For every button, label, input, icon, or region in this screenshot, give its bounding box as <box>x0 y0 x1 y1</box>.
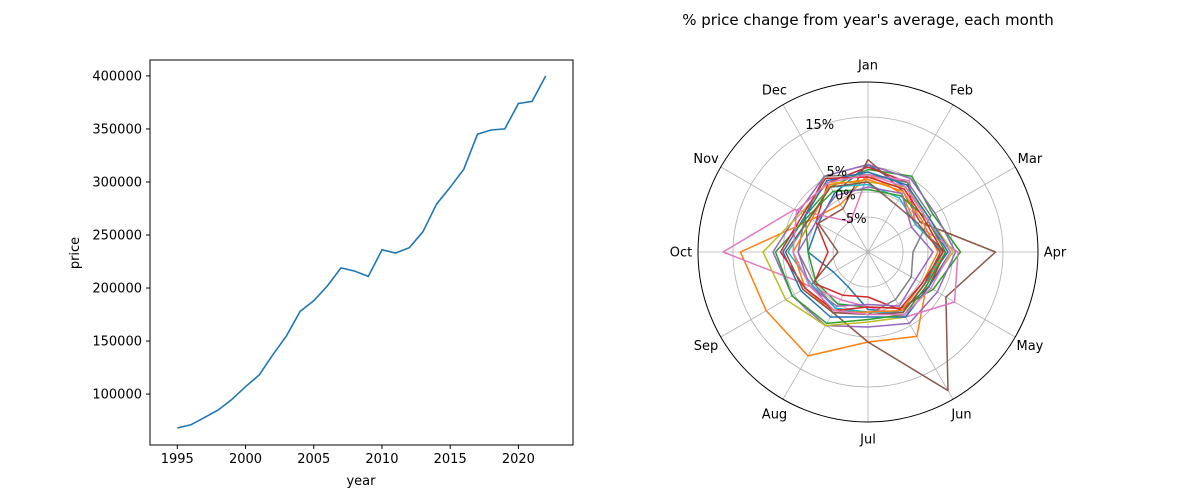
radar-category-label: Jun <box>950 407 971 422</box>
radar-radial-ticks: -5% 0% 5% 15% <box>805 118 866 227</box>
radar-category-label: Jan <box>857 59 878 74</box>
radar-series-line <box>772 163 957 328</box>
radar-category-label: Apr <box>1044 246 1067 261</box>
radar-series-line <box>792 173 952 316</box>
x-tick-label: 2015 <box>434 452 467 467</box>
line-plot-area <box>177 75 547 429</box>
radar-series-line <box>792 178 939 314</box>
y-tick-label: 300000 <box>92 175 142 190</box>
radar-chart-title: % price change from year's average, each… <box>682 11 1054 29</box>
y-tick-label: 150000 <box>92 335 142 350</box>
radar-category-label: Dec <box>762 84 787 99</box>
radar-series-line <box>779 176 944 312</box>
x-tick-label: 2000 <box>229 452 262 467</box>
radar-category-label: Nov <box>693 152 719 167</box>
radar-category-label: Mar <box>1018 152 1043 167</box>
radar-outer-frame <box>697 81 1039 423</box>
radar-series-line <box>797 186 934 307</box>
radar-ring <box>732 116 1004 388</box>
x-tick-label: 2010 <box>365 452 398 467</box>
radar-category-label: Feb <box>950 84 973 99</box>
radar-category-labels: Jan Feb Mar Apr May Jun Jul Aug Sep Oct Nov Dec <box>670 59 1067 448</box>
price-line <box>177 75 547 429</box>
radar-ring <box>832 216 904 288</box>
x-tick-label: 1995 <box>161 452 194 467</box>
line-y-ticks: 100000 150000 200000 250000 300000 350000 4000… <box>92 69 150 403</box>
radar-category-label: May <box>1017 339 1044 354</box>
radar-series <box>722 158 997 392</box>
line-chart: 1995 2000 2005 2010 2015 2020 100000 150000 200… <box>68 59 574 489</box>
y-tick-label: 200000 <box>92 282 142 297</box>
radar-category-label: Sep <box>694 339 719 354</box>
line-axes-frame <box>149 59 574 446</box>
y-tick-label: 100000 <box>92 388 142 403</box>
x-tick-label: 2020 <box>502 452 535 467</box>
y-tick-label: 350000 <box>92 122 142 137</box>
radar-chart: % price change from year's average, each… <box>670 11 1067 448</box>
y-tick-label: 400000 <box>92 69 142 84</box>
radar-series-line <box>810 158 997 392</box>
line-y-axis-label: price <box>68 237 83 269</box>
radar-r-tick-label: 5% <box>827 165 848 180</box>
radar-category-label: Aug <box>762 407 787 422</box>
radar-category-label: Oct <box>670 246 692 261</box>
radar-r-tick-label: 15% <box>805 118 834 133</box>
radar-grid <box>697 81 1039 423</box>
y-tick-label: 250000 <box>92 229 142 244</box>
line-x-axis-label: year <box>346 474 376 489</box>
radar-r-tick-label: -5% <box>841 212 866 227</box>
radar-category-label: Jul <box>859 433 876 448</box>
radar-series-line <box>782 171 952 318</box>
radar-r-tick-label: 0% <box>835 189 856 204</box>
x-tick-label: 2005 <box>297 452 330 467</box>
line-x-ticks: 1995 2000 2005 2010 2015 2020 <box>161 445 535 467</box>
